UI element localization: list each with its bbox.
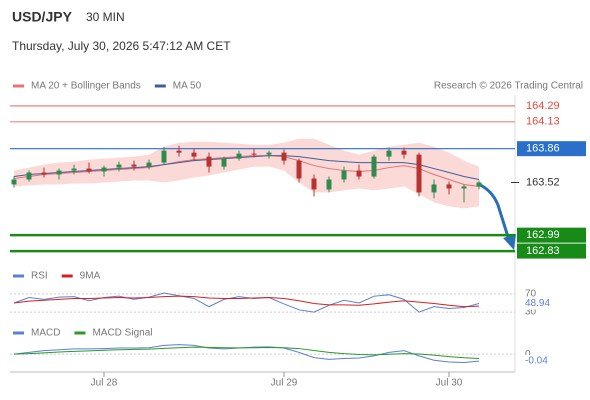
candle-body xyxy=(341,170,347,180)
x-tick-label: Jul 30 xyxy=(436,378,463,389)
candle-body xyxy=(281,152,287,161)
x-tick-label: Jul 28 xyxy=(91,378,118,389)
level-label: 164.13 xyxy=(526,116,560,128)
candle-body xyxy=(86,168,92,172)
candle-body xyxy=(266,152,272,155)
candle-body xyxy=(161,150,167,163)
candle-body xyxy=(476,182,482,187)
level-label-box xyxy=(517,227,586,243)
candle-body xyxy=(11,179,17,185)
candle-body xyxy=(401,150,407,155)
indicator-line xyxy=(13,292,480,313)
level-label-box xyxy=(517,141,586,157)
candle-body xyxy=(431,184,437,193)
level-label: 163.86 xyxy=(526,143,560,155)
timestamp: Thursday, July 30, 2026 5:47:12 AM CET xyxy=(12,39,231,53)
candle-body xyxy=(26,172,32,180)
candle-body xyxy=(236,153,242,159)
candle-body xyxy=(191,152,197,157)
candle-body xyxy=(296,160,302,179)
y-tick-label: 70 xyxy=(525,289,537,300)
forecast-arrow-head xyxy=(503,234,516,250)
candle-body xyxy=(356,170,362,177)
indicator-line xyxy=(13,346,480,359)
bollinger-band xyxy=(14,138,479,209)
candle-body xyxy=(446,184,452,189)
last-value-label: 48.94 xyxy=(525,298,550,309)
last-value-label: -0.04 xyxy=(525,356,548,367)
legend-label: MA 50 xyxy=(173,81,202,92)
level-label-box xyxy=(517,243,586,259)
legend-label: MACD Signal xyxy=(92,328,152,339)
current-price-label: 163.52 xyxy=(526,176,560,188)
last-value-bg xyxy=(520,355,556,368)
candle-body xyxy=(311,178,317,190)
candle-body xyxy=(176,150,182,153)
level-label: 164.29 xyxy=(526,100,560,112)
level-label: 162.83 xyxy=(526,245,560,257)
legend-label: MA 20 + Bollinger Bands xyxy=(31,81,141,92)
legend-label: 9MA xyxy=(80,271,101,282)
candle-body xyxy=(101,167,107,172)
candle-body xyxy=(221,158,227,167)
candle-body xyxy=(326,179,332,190)
indicator-line xyxy=(13,295,480,308)
legend-label: MACD xyxy=(31,328,60,339)
candle-body xyxy=(56,170,62,175)
source: Research © 2026 Trading Central xyxy=(434,81,583,92)
level-label: 162.99 xyxy=(526,229,560,241)
candle-body xyxy=(206,156,212,167)
candle-body xyxy=(461,186,467,189)
last-value-bg xyxy=(520,297,556,310)
candle-body xyxy=(41,172,47,175)
candle-body xyxy=(416,154,422,193)
candle-body xyxy=(116,164,122,168)
candle-body xyxy=(251,153,257,155)
symbol: USD/JPY xyxy=(12,9,73,25)
y-tick-label: 0 xyxy=(525,349,531,360)
x-tick-label: Jul 29 xyxy=(271,378,298,389)
legend-label: RSI xyxy=(31,271,48,282)
candle-body xyxy=(146,162,152,167)
candle-body xyxy=(131,164,137,167)
candle-body xyxy=(386,150,392,157)
interval: 30 MIN xyxy=(86,10,125,24)
candle-body xyxy=(71,168,77,171)
y-tick-label: 30 xyxy=(525,307,537,318)
candle-body xyxy=(371,156,377,177)
forecast-arrow xyxy=(477,182,511,241)
